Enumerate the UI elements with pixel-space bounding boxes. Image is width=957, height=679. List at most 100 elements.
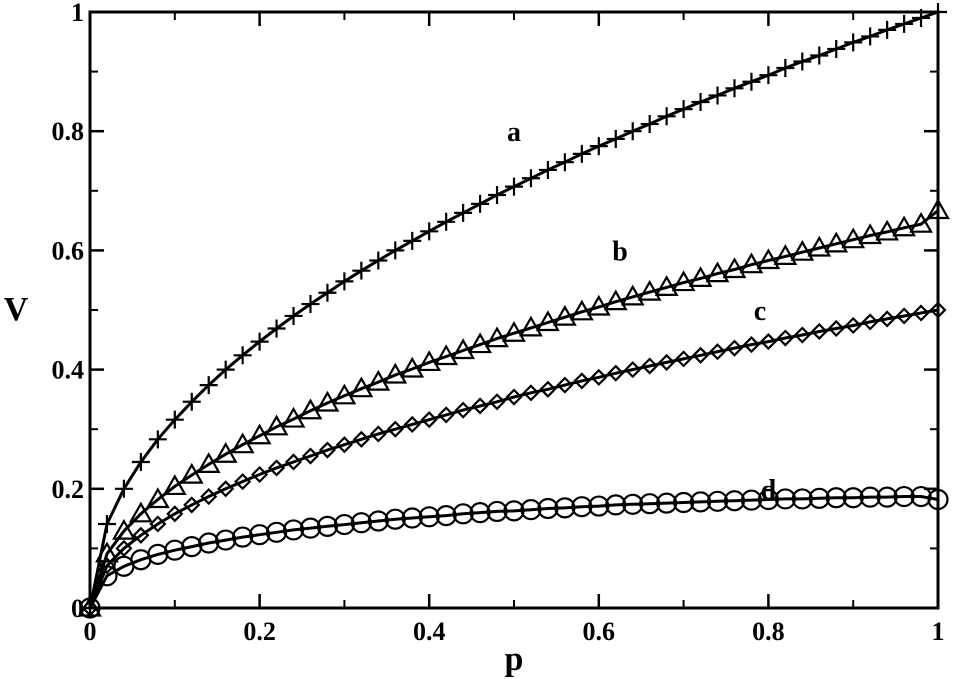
series-c-point <box>912 304 930 322</box>
series-c-point <box>352 430 370 448</box>
series-c-point <box>624 361 642 379</box>
x-tick-label: 0.4 <box>413 617 446 646</box>
series-c-point <box>251 465 269 484</box>
series-b-point <box>230 432 255 454</box>
series-c-point <box>318 441 336 459</box>
series-a-point <box>555 153 574 172</box>
series-a-point <box>895 14 914 33</box>
series-c-point <box>522 384 540 402</box>
series-d-point <box>265 521 288 543</box>
series-layer <box>78 3 950 619</box>
series-c-point <box>488 393 506 411</box>
y-tick-label: 0.2 <box>52 475 85 504</box>
series-a-point <box>114 479 133 498</box>
series-d-point <box>333 513 355 536</box>
curve-label-c: c <box>754 296 766 327</box>
series-d-point <box>639 493 661 515</box>
series-d-point <box>96 565 118 587</box>
series-b-point <box>519 315 543 337</box>
series-c-point <box>420 411 438 429</box>
series-a-point <box>301 295 320 314</box>
series-d-point <box>622 493 644 515</box>
series-c-point <box>505 388 523 406</box>
series-b-point <box>688 266 713 288</box>
series-b-point <box>434 344 459 366</box>
series-a-point <box>793 52 812 71</box>
series-a-point <box>589 137 608 156</box>
series-b-point <box>909 211 933 233</box>
series-d-point <box>672 491 695 514</box>
series-b-point <box>400 356 425 378</box>
series-d-point <box>740 489 763 511</box>
series-c-point <box>335 436 353 454</box>
series-b-point <box>739 252 764 274</box>
series-a-point <box>810 46 829 65</box>
series-a-point <box>454 203 473 222</box>
series-c-point <box>742 336 760 354</box>
series-d-point <box>401 507 423 529</box>
series-c-point <box>573 372 591 390</box>
series-a-point <box>708 86 727 105</box>
series-b-point <box>213 442 238 463</box>
series-a-point <box>267 319 286 338</box>
series-c-point <box>301 447 320 465</box>
series-b-point <box>179 462 204 484</box>
series-c-point <box>268 459 286 477</box>
x-tick-label: 0.6 <box>583 617 616 646</box>
series-a-point <box>878 20 897 39</box>
series-d-point <box>808 487 830 509</box>
series-b-point <box>417 350 442 372</box>
series-a-point <box>674 100 693 119</box>
series-d-point <box>164 539 186 561</box>
series-d-point <box>537 497 559 520</box>
series-b-point <box>569 299 594 321</box>
series-a-point <box>437 212 456 231</box>
series-d-point <box>350 512 372 534</box>
series-c-point <box>725 339 744 357</box>
y-axis-title: V <box>4 291 29 328</box>
label-layer: a b c d <box>507 117 777 506</box>
series-c-point <box>284 453 303 471</box>
series-d-point <box>757 488 780 511</box>
y-tick-label: 0.6 <box>52 236 85 265</box>
series-c-point <box>234 473 252 491</box>
series-b-point <box>502 321 526 342</box>
series-b-point <box>451 338 476 360</box>
series-a-point <box>335 272 354 291</box>
series-a-point <box>861 27 880 46</box>
series-c-point <box>386 420 404 438</box>
series-c-point <box>793 326 811 344</box>
y-tick-label: 1 <box>71 0 84 27</box>
series-d-point <box>893 485 915 508</box>
series-d-point <box>79 597 101 619</box>
series-b-point <box>824 231 849 253</box>
series-a-point <box>606 129 625 148</box>
series-c-point <box>827 319 845 338</box>
series-c-point <box>929 301 947 319</box>
series-d-point <box>520 499 542 521</box>
series-c-point <box>692 346 710 364</box>
series-c-point <box>115 539 133 557</box>
series-b-point <box>773 244 798 265</box>
series-c-point <box>590 368 608 386</box>
series-d-point <box>656 492 678 514</box>
series-a-line <box>88 10 939 609</box>
curve-label-d: d <box>761 475 777 506</box>
series-d-point <box>689 491 712 513</box>
series-d-point <box>384 508 406 530</box>
series-d-point <box>367 510 389 532</box>
series-a-point <box>284 306 303 325</box>
series-d-point <box>198 532 220 554</box>
series-b-point <box>586 294 611 316</box>
series-b-point <box>637 279 662 301</box>
series-d-point <box>503 500 525 522</box>
series-c-point <box>539 380 557 398</box>
series-b-point <box>620 284 645 306</box>
series-c-point <box>403 415 421 433</box>
series-a-point <box>521 169 540 188</box>
series-c-point <box>675 350 693 368</box>
series-c-point <box>776 329 794 347</box>
plot-area: 0 0.2 0.4 0.6 0.8 100.20.40.60.81 <box>52 0 945 646</box>
series-a-point <box>912 8 931 27</box>
